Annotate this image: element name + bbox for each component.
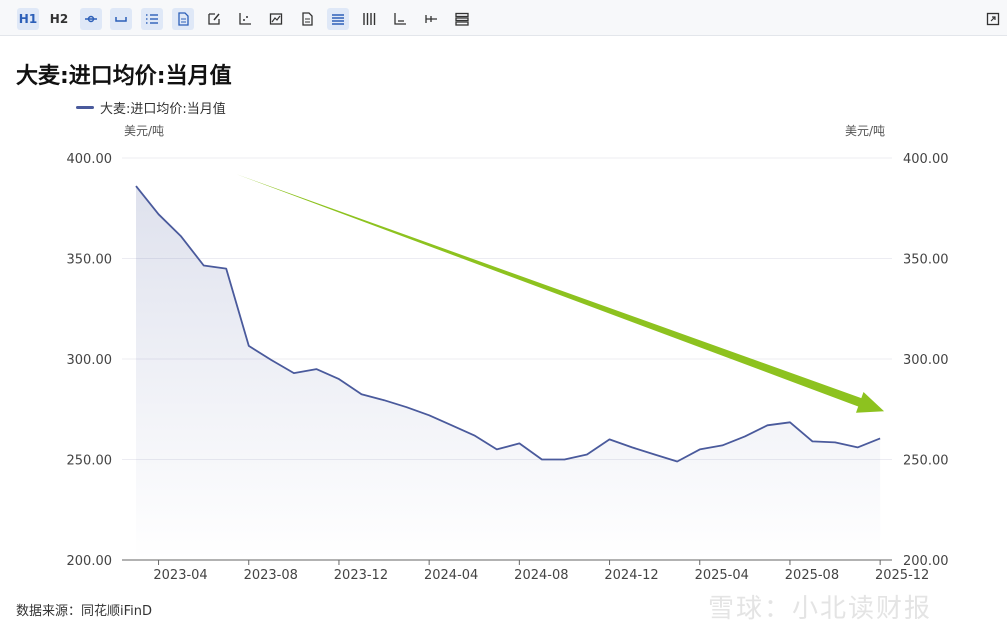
data-point	[473, 434, 475, 436]
list-icon	[146, 14, 158, 24]
series-area	[136, 186, 881, 560]
data-point	[135, 185, 137, 187]
watermark: 雪球：小北读财报	[708, 594, 933, 624]
bar-axis-icon	[394, 13, 406, 25]
y-tick-label-right: 250.00	[903, 454, 949, 469]
y-tick-label-right: 400.00	[903, 152, 949, 167]
data-point	[834, 441, 836, 443]
line-marker-button[interactable]	[80, 8, 102, 30]
data-point	[518, 442, 520, 444]
vertical-bars-button[interactable]	[358, 8, 380, 30]
chart-title: 大麦:进口均价:当月值	[16, 64, 232, 89]
line-marker-icon	[85, 15, 97, 23]
legend-line-marker	[76, 106, 94, 109]
expand-icon	[986, 12, 1000, 26]
y-tick-label-left: 350.00	[67, 253, 113, 268]
x-tick-label: 2025-12	[875, 568, 929, 583]
data-point	[653, 453, 655, 455]
data-point	[541, 458, 543, 460]
x-tick-label: 2025-08	[785, 568, 839, 583]
data-point	[699, 448, 701, 450]
data-point	[856, 446, 858, 448]
data-point	[608, 438, 610, 440]
vertical-bars-icon	[363, 13, 376, 25]
toolbar: H1 H2	[0, 0, 1007, 36]
legend[interactable]: 大麦:进口均价:当月值	[76, 98, 226, 117]
data-point	[360, 393, 362, 395]
data-point	[811, 440, 813, 442]
data-point	[451, 424, 453, 426]
data-point	[293, 372, 295, 374]
scatter-axis-button[interactable]	[234, 8, 256, 30]
data-point	[180, 235, 182, 237]
x-tick-label: 2024-08	[514, 568, 568, 583]
data-point	[315, 368, 317, 370]
legend-label: 大麦:进口均价:当月值	[100, 102, 226, 117]
data-point	[248, 345, 250, 347]
y-tick-label-left: 200.00	[67, 554, 113, 569]
bracket-icon	[115, 17, 127, 22]
data-point	[428, 414, 430, 416]
left-axis-unit: 美元/吨	[124, 124, 165, 138]
data-point	[586, 453, 588, 455]
edit-icon	[208, 13, 220, 25]
image-chart-button[interactable]	[265, 8, 287, 30]
y-tick-label-right: 300.00	[903, 353, 949, 368]
y-tick-label-left: 400.00	[67, 152, 113, 167]
data-point	[676, 460, 678, 462]
data-point	[157, 213, 159, 215]
edit-button[interactable]	[203, 8, 225, 30]
y-tick-label-left: 250.00	[67, 454, 113, 469]
data-point	[225, 267, 227, 269]
bracket-button[interactable]	[110, 8, 132, 30]
data-point	[202, 264, 204, 266]
document-icon	[178, 12, 189, 26]
x-tick-label: 2023-04	[153, 568, 207, 583]
bar-axis-button[interactable]	[389, 8, 411, 30]
x-tick-label: 2025-04	[695, 568, 749, 583]
expand-button[interactable]	[982, 8, 1004, 30]
data-point	[766, 424, 768, 426]
page-button[interactable]	[296, 8, 318, 30]
right-axis-unit: 美元/吨	[845, 124, 886, 138]
heading-1-button[interactable]: H1	[17, 8, 39, 30]
axis-marker-icon	[425, 15, 437, 23]
heading-1-icon: H1	[18, 12, 38, 26]
axis-marker-button[interactable]	[420, 8, 442, 30]
align-lines-button[interactable]	[327, 8, 349, 30]
y-tick-label-left: 300.00	[67, 353, 113, 368]
data-point	[789, 421, 791, 423]
y-tick-label-right: 200.00	[903, 554, 949, 569]
x-tick-label: 2023-12	[334, 568, 388, 583]
x-tick-label: 2023-08	[244, 568, 298, 583]
x-tick-label: 2024-04	[424, 568, 478, 583]
heading-2-icon: H2	[49, 12, 69, 26]
data-point	[338, 378, 340, 380]
data-point	[383, 399, 385, 401]
data-point	[721, 444, 723, 446]
data-source: 数据来源：同花顺iFinD	[16, 604, 153, 619]
list-button[interactable]	[141, 8, 163, 30]
document-button[interactable]	[172, 8, 194, 30]
heading-2-button[interactable]: H2	[48, 8, 70, 30]
stack-button[interactable]	[451, 8, 473, 30]
scatter-axis-icon	[239, 13, 251, 25]
x-tick-label: 2024-12	[604, 568, 658, 583]
align-lines-icon	[332, 14, 344, 25]
data-point	[744, 435, 746, 437]
trend-arrow	[236, 174, 885, 413]
y-tick-label-right: 350.00	[903, 253, 949, 268]
page-icon	[302, 12, 313, 26]
data-point	[405, 406, 407, 408]
data-point	[879, 437, 881, 439]
series-line	[135, 185, 881, 463]
image-chart-icon	[269, 13, 283, 25]
data-point	[563, 458, 565, 460]
data-point	[496, 448, 498, 450]
data-point	[270, 359, 272, 361]
data-point	[631, 446, 633, 448]
stack-icon	[455, 12, 469, 26]
